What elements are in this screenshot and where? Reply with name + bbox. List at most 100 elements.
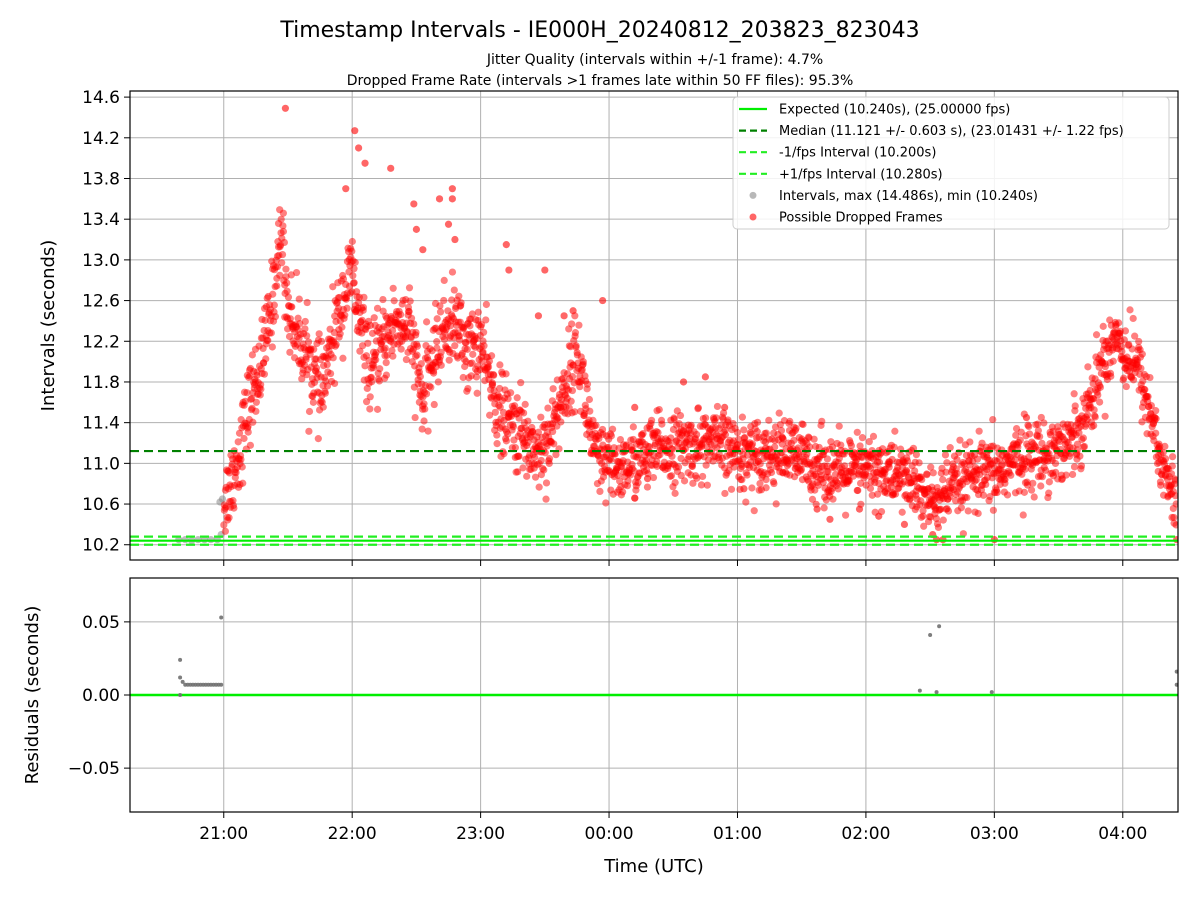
dropped-frame-point	[535, 483, 543, 491]
dropped-frame-point	[765, 416, 773, 424]
dropped-frame-point	[455, 292, 463, 300]
dropped-frame-point	[668, 452, 676, 460]
dropped-frame-point	[310, 345, 318, 353]
dropped-frame-point	[939, 516, 947, 524]
dropped-frame-point	[552, 451, 560, 459]
residuals-xtick-label: 04:00	[1098, 824, 1147, 844]
dropped-frame-point	[424, 427, 432, 435]
dropped-frame-point	[505, 266, 513, 274]
dropped-frame-point	[1167, 490, 1176, 498]
dropped-frame-point	[339, 354, 347, 362]
dropped-frame-point	[866, 484, 875, 492]
dropped-frame-point	[456, 336, 464, 344]
dropped-frame-point	[856, 442, 864, 450]
dropped-frame-point	[303, 298, 311, 307]
dropped-frame-point	[667, 472, 676, 480]
dropped-frame-point	[689, 479, 697, 487]
dropped-frame-point	[740, 485, 748, 493]
dropped-frame-point	[607, 455, 615, 464]
dropped-frame-point	[937, 505, 945, 513]
dropped-frame-point	[676, 411, 685, 420]
dropped-frame-point	[762, 429, 770, 437]
dropped-frame-point	[514, 468, 522, 476]
dropped-frame-point	[1152, 415, 1160, 423]
intervals-ytick-label: 12.2	[82, 332, 120, 352]
dropped-frame-point	[778, 434, 787, 442]
dropped-frame-point	[635, 451, 643, 459]
residual-point	[178, 693, 183, 697]
dropped-frame-point	[979, 491, 988, 499]
dropped-frame-point	[699, 472, 707, 481]
dropped-frame-point	[323, 360, 331, 369]
dropped-frame-point	[537, 456, 545, 465]
residual-point	[219, 615, 224, 620]
dropped-frame-point	[568, 320, 576, 328]
dropped-frame-point	[756, 479, 764, 488]
dropped-frame-point	[1079, 434, 1088, 442]
dropped-frame-point	[531, 473, 540, 481]
dropped-frame-point	[762, 444, 770, 452]
dropped-frame-point	[1071, 402, 1079, 410]
dropped-frame-point	[1172, 521, 1178, 529]
dropped-frame-point	[480, 342, 488, 350]
dropped-frame-point	[973, 455, 982, 463]
dropped-frame-point	[249, 418, 257, 426]
intervals-ytick-label: 12.6	[82, 292, 120, 312]
dropped-frame-point	[389, 352, 397, 360]
dropped-frame-point	[437, 361, 445, 369]
dropped-frame-point	[314, 435, 322, 443]
dropped-frame-point	[382, 371, 391, 379]
dropped-frame-point	[693, 474, 701, 482]
dropped-frame-point	[671, 479, 679, 487]
dropped-frame-point	[586, 407, 594, 415]
residuals-ytick-label: 0.00	[82, 686, 120, 706]
dropped-frame-point	[256, 391, 264, 399]
dropped-frame-point	[655, 406, 663, 414]
dropped-frame-point	[874, 490, 882, 498]
dropped-frame-point	[1121, 327, 1130, 335]
dropped-frame-point	[370, 314, 378, 322]
dropped-frame-point	[753, 418, 762, 426]
dropped-frame-point	[225, 469, 234, 477]
dropped-frame-point	[1007, 471, 1015, 479]
dropped-frame-point	[911, 467, 919, 475]
dropped-frame-point	[579, 358, 587, 366]
dropped-frame-point	[1120, 374, 1128, 382]
dropped-frame-point	[1152, 407, 1160, 415]
dropped-frame-point	[420, 417, 428, 425]
dropped-frame-point	[557, 418, 565, 426]
residual-point	[1174, 669, 1178, 674]
residuals-xtick-label: 01:00	[713, 824, 762, 844]
dropped-frame-point	[1135, 337, 1143, 346]
dropped-frame-point	[989, 415, 997, 424]
dropped-frame-point	[397, 345, 405, 353]
dropped-frame-point	[1129, 376, 1138, 384]
dropped-frame-point	[1003, 491, 1012, 499]
dropped-frame-point	[1062, 471, 1070, 479]
residual-point	[178, 657, 183, 662]
intervals-ytick-label: 11.4	[82, 414, 120, 434]
dropped-frame-point	[520, 409, 528, 417]
dropped-frame-point	[429, 369, 438, 377]
dropped-frame-point	[1144, 392, 1152, 401]
dropped-frame-point	[643, 483, 652, 491]
dropped-frame-point	[521, 400, 529, 408]
dropped-frame-point	[504, 395, 512, 403]
dropped-frame-point	[243, 389, 251, 397]
dropped-frame-point	[1029, 479, 1037, 487]
dropped-frame-point	[463, 345, 471, 353]
dropped-frame-point	[305, 427, 313, 435]
dropped-frame-point	[815, 443, 823, 452]
dropped-frame-point	[1138, 350, 1146, 358]
dropped-frame-point	[943, 459, 951, 467]
dropped-frame-point	[616, 477, 624, 485]
dropped-frame-point	[496, 403, 504, 411]
dropped-frame-point	[295, 295, 303, 303]
dropped-frame-point	[410, 320, 418, 328]
dropped-frame-point	[279, 227, 288, 236]
dropped-frame-point	[281, 104, 290, 112]
dropped-frame-point	[1045, 478, 1053, 486]
dropped-frame-point	[348, 237, 356, 246]
dropped-frame-point	[430, 400, 438, 409]
dropped-frame-point	[373, 304, 382, 312]
